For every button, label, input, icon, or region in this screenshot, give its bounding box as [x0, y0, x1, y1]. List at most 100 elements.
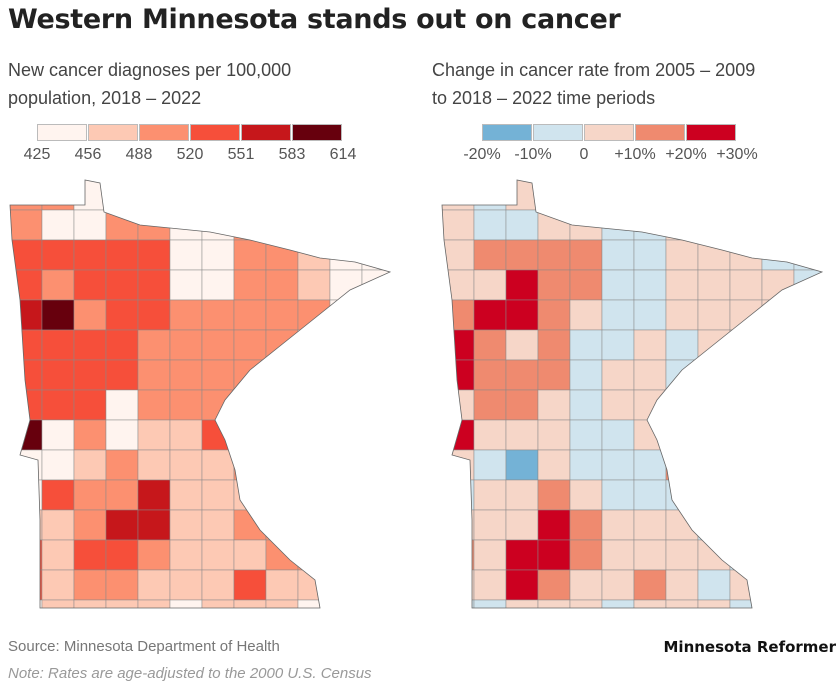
county — [41, 569, 75, 601]
county — [729, 209, 763, 241]
county — [41, 419, 75, 451]
legend-swatch — [635, 124, 685, 141]
county — [473, 180, 507, 211]
county — [201, 239, 235, 271]
county — [442, 239, 475, 271]
county — [329, 299, 363, 331]
county — [201, 569, 235, 601]
county — [473, 599, 507, 608]
county — [361, 449, 390, 481]
county — [442, 509, 475, 541]
county — [329, 569, 363, 601]
county — [329, 180, 363, 211]
county — [697, 539, 731, 571]
county — [793, 209, 822, 241]
left-map — [10, 180, 390, 608]
county — [137, 389, 171, 421]
chart-title: Western Minnesota stands out on cancer — [8, 4, 621, 35]
county — [537, 599, 571, 608]
county — [10, 389, 43, 421]
county — [265, 180, 299, 211]
county — [761, 419, 795, 451]
county — [793, 419, 822, 451]
county — [137, 299, 171, 331]
county — [73, 389, 107, 421]
county — [137, 419, 171, 451]
legend-label: -10% — [514, 146, 552, 163]
county — [473, 389, 507, 421]
county — [137, 180, 171, 211]
county — [569, 449, 603, 481]
county — [137, 479, 171, 511]
legend-swatch — [88, 124, 138, 141]
subtitle-line: Change in cancer rate from 2005 – 2009 — [432, 60, 756, 80]
county — [73, 509, 107, 541]
county — [793, 329, 822, 361]
county — [761, 389, 795, 421]
county — [505, 539, 539, 571]
county — [761, 539, 795, 571]
county — [601, 599, 635, 608]
county — [73, 359, 107, 391]
county — [761, 269, 795, 301]
county — [601, 509, 635, 541]
county — [201, 329, 235, 361]
legend-label: +20% — [665, 146, 707, 163]
county — [793, 449, 822, 481]
county — [137, 239, 171, 271]
county — [297, 449, 331, 481]
state-outline — [9, 179, 392, 609]
county — [329, 329, 363, 361]
county — [601, 209, 635, 241]
county — [10, 569, 43, 601]
subtitle-line: population, 2018 – 2022 — [8, 88, 202, 108]
county — [473, 539, 507, 571]
county — [105, 479, 139, 511]
county — [201, 449, 235, 481]
county — [201, 539, 235, 571]
county — [633, 180, 667, 211]
county — [297, 539, 331, 571]
county — [201, 479, 235, 511]
county — [793, 539, 822, 571]
county — [697, 269, 731, 301]
county — [137, 509, 171, 541]
county — [729, 359, 763, 391]
county — [361, 180, 390, 211]
county — [697, 239, 731, 271]
county — [601, 539, 635, 571]
subtitle-line: New cancer diagnoses per 100,000 — [8, 60, 292, 80]
county — [505, 419, 539, 451]
county — [569, 239, 603, 271]
county — [761, 359, 795, 391]
county — [442, 539, 475, 571]
county — [41, 479, 75, 511]
county — [73, 299, 107, 331]
county — [73, 269, 107, 301]
county — [761, 299, 795, 331]
county — [105, 599, 139, 608]
county — [633, 299, 667, 331]
county — [169, 569, 203, 601]
county — [105, 239, 139, 271]
county — [442, 479, 475, 511]
county — [505, 180, 539, 211]
county — [201, 180, 235, 211]
county — [665, 209, 699, 241]
county — [505, 479, 539, 511]
county — [633, 509, 667, 541]
county — [73, 599, 107, 608]
county — [329, 419, 363, 451]
county — [473, 509, 507, 541]
county — [633, 359, 667, 391]
county — [569, 509, 603, 541]
county — [233, 329, 267, 361]
county — [105, 539, 139, 571]
county — [73, 569, 107, 601]
county — [233, 419, 267, 451]
county — [105, 569, 139, 601]
county — [665, 239, 699, 271]
county — [729, 599, 763, 608]
county — [201, 299, 235, 331]
county — [297, 599, 331, 608]
